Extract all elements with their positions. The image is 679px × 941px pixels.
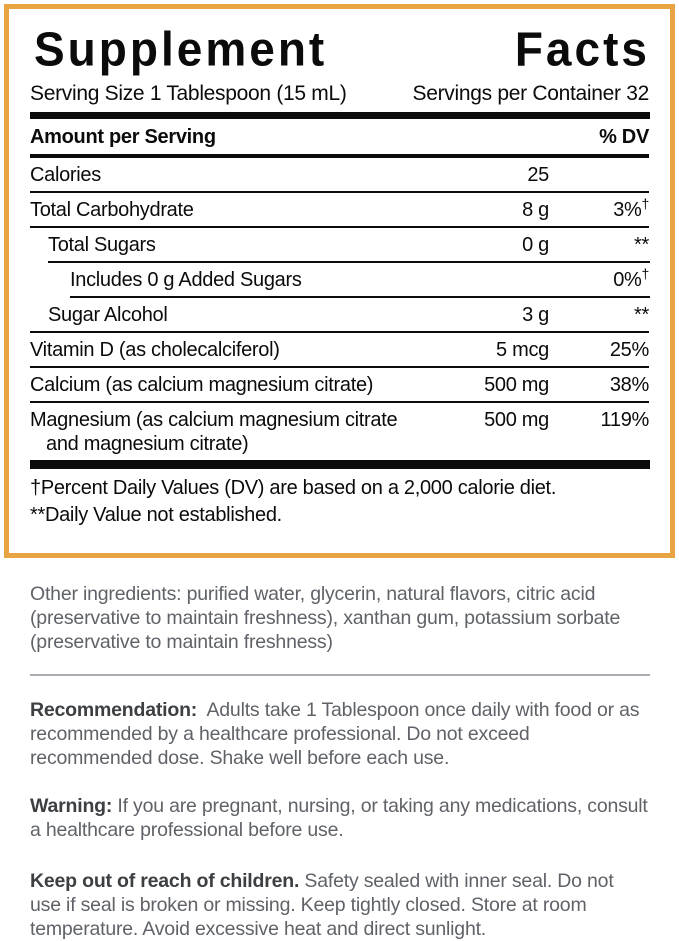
nutrient-dv: 119% xyxy=(600,409,650,431)
panel-title-word-1: Supplement xyxy=(34,21,328,76)
nutrient-name: Includes 0 g Added Sugars xyxy=(70,269,302,291)
footnote-daily-values: †Percent Daily Values (DV) are based on … xyxy=(30,477,557,499)
nutrient-dv: 38% xyxy=(609,374,649,396)
table-row-sugar-alcohol: Sugar Alcohol 3 g ** xyxy=(30,298,649,331)
nutrient-amount: 25 xyxy=(527,164,549,186)
footnote-dv-not-established: **Daily Value not established. xyxy=(30,504,282,526)
row-rule xyxy=(30,401,649,403)
table-row-added-sugars: Includes 0 g Added Sugars 0%† xyxy=(30,263,649,296)
nutrient-amount: 3 g xyxy=(522,304,549,326)
panel-title-word-2: Facts xyxy=(514,21,650,76)
nutrient-dv: 3%† xyxy=(613,195,650,221)
nutrient-dv: ** xyxy=(634,304,649,326)
row-rule-indented xyxy=(70,296,650,298)
table-row-total-carbohydrate: Total Carbohydrate 8 g 3%† xyxy=(30,193,649,226)
nutrient-name: Vitamin D (as cholecalciferol) xyxy=(30,339,280,361)
nutrient-amount: 500 mg xyxy=(484,409,549,431)
table-header-row: Amount per Serving % DV xyxy=(30,119,649,154)
header-rule xyxy=(30,154,649,158)
serving-size: Serving Size 1 Tablespoon (15 mL) xyxy=(30,82,347,105)
footnotes: †Percent Daily Values (DV) are based on … xyxy=(30,469,649,529)
nutrient-name: Magnesium (as calcium magnesium citrate a… xyxy=(30,408,431,456)
row-rule-indented xyxy=(48,261,650,263)
nutrient-dv: 25% xyxy=(609,339,649,361)
nutrient-name: Total Carbohydrate xyxy=(30,199,194,221)
warning-label: Warning: xyxy=(30,795,113,817)
servings-per-container: Servings per Container 32 xyxy=(412,82,650,105)
thick-rule-bottom xyxy=(30,460,650,469)
serving-info-row: Serving Size 1 Tablespoon (15 mL) Servin… xyxy=(30,81,649,106)
nutrient-amount: 8 g xyxy=(522,199,549,221)
percent-dv-header: % DV xyxy=(599,126,649,148)
nutrient-dv: 0%† xyxy=(613,265,650,291)
nutrient-name: Calcium (as calcium magnesium citrate) xyxy=(30,374,374,396)
other-ingredients-paragraph: Other ingredients: purified water, glyce… xyxy=(30,583,621,653)
nutrient-name: Total Sugars xyxy=(48,234,156,256)
nutrient-name: Sugar Alcohol xyxy=(48,304,168,326)
table-row-magnesium: Magnesium (as calcium magnesium citrate a… xyxy=(30,403,649,460)
row-rule xyxy=(30,366,649,368)
nutrient-name: Calories xyxy=(30,164,101,186)
row-rule xyxy=(30,331,649,333)
table-row-calcium: Calcium (as calcium magnesium citrate) 5… xyxy=(30,368,649,401)
nutrient-amount: 0 g xyxy=(522,234,549,256)
recommendation-paragraph: Recommendation: Adults take 1 Tablespoon… xyxy=(30,698,648,770)
dagger-symbol: † xyxy=(641,195,650,212)
recommendation-text: Adults take 1 Tablespoon once daily with… xyxy=(30,699,640,769)
label-text-sections: Other ingredients: purified water, glyce… xyxy=(30,582,650,941)
nutrient-name-line2: and magnesium citrate) xyxy=(46,433,249,455)
warning-text: If you are pregnant, nursing, or taking … xyxy=(30,795,648,841)
amount-per-serving-header: Amount per Serving xyxy=(30,126,216,148)
supplement-facts-panel: Supplement Facts Serving Size 1 Tablespo… xyxy=(4,4,675,558)
nutrient-amount: 5 mcg xyxy=(496,339,549,361)
nutrient-amount: 500 mg xyxy=(484,374,549,396)
thick-rule-top xyxy=(30,112,650,119)
table-row-total-sugars: Total Sugars 0 g ** xyxy=(30,228,649,261)
section-divider xyxy=(30,674,650,676)
panel-title: Supplement Facts xyxy=(34,25,650,73)
keep-out-of-reach-paragraph: Keep out of reach of children. Safety se… xyxy=(30,869,648,941)
nutrient-dv: ** xyxy=(634,234,649,256)
row-rule xyxy=(30,191,649,193)
row-rule xyxy=(30,226,649,228)
recommendation-label: Recommendation: xyxy=(30,699,198,721)
table-row-vitamin-d: Vitamin D (as cholecalciferol) 5 mcg 25% xyxy=(30,333,649,366)
warning-paragraph: Warning: If you are pregnant, nursing, o… xyxy=(30,794,648,842)
table-row-calories: Calories 25 xyxy=(30,158,649,191)
keep-out-of-reach-label: Keep out of reach of children. xyxy=(30,870,300,892)
dagger-symbol: † xyxy=(641,265,650,282)
